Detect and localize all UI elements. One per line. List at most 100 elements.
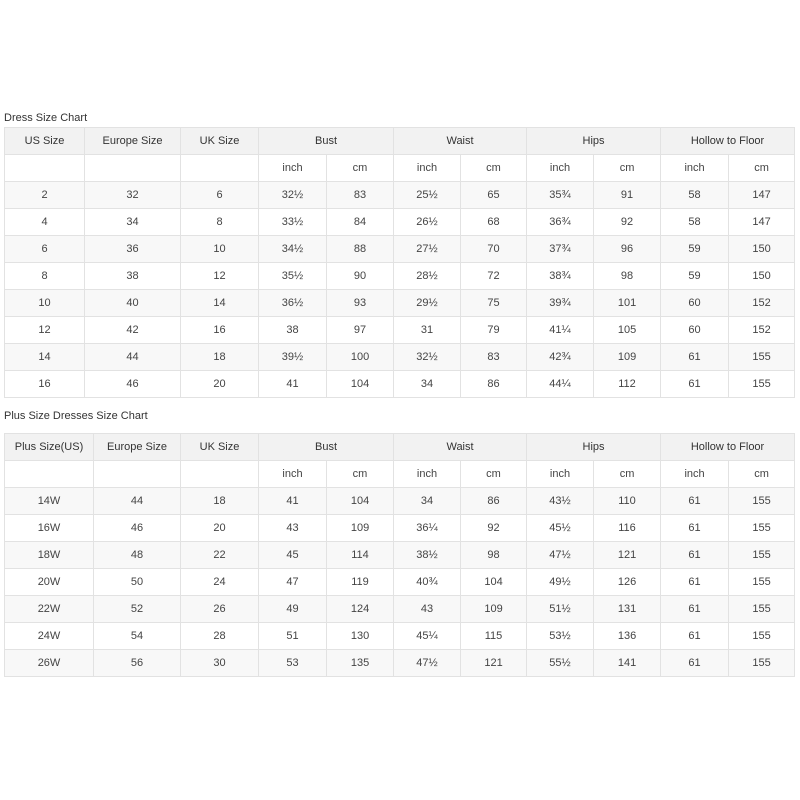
- table-cell: 38¾: [526, 262, 595, 290]
- unit-header: cm: [460, 154, 528, 182]
- table-cell: 14: [4, 343, 85, 371]
- header-row: US Size Europe Size UK Size Bust Waist Hips Ho…: [4, 127, 796, 155]
- table-cell: 109: [325, 514, 395, 542]
- table-cell: 34: [393, 370, 462, 398]
- table-cell: 37¾: [526, 235, 595, 263]
- table-cell: 4: [4, 208, 85, 236]
- table-cell: 20: [180, 370, 259, 398]
- table-row: 26W 56 30 53 135 47½ 121 55½ 141 61 155: [4, 649, 796, 677]
- table-cell: 155: [728, 514, 796, 542]
- table-cell: 26½: [393, 208, 462, 236]
- table-cell: 98: [460, 541, 528, 569]
- table-cell: 61: [660, 541, 730, 569]
- table-cell: 86: [460, 487, 528, 515]
- table-cell: 152: [728, 289, 796, 317]
- dress-size-chart-title: Dress Size Chart: [4, 112, 88, 124]
- table-cell: 12: [180, 262, 259, 290]
- table-cell: 20: [180, 514, 259, 542]
- table-cell: 155: [728, 343, 796, 371]
- table-cell: 155: [728, 487, 796, 515]
- empty-cell: [93, 460, 181, 488]
- table-cell: 61: [660, 649, 730, 677]
- table-cell: 22W: [4, 595, 94, 623]
- table-cell: 51: [258, 622, 327, 650]
- table-cell: 39¾: [526, 289, 595, 317]
- table-cell: 72: [460, 262, 528, 290]
- table-cell: 59: [660, 235, 730, 263]
- table-cell: 26W: [4, 649, 94, 677]
- column-header: Hips: [526, 433, 662, 461]
- table-cell: 61: [660, 514, 730, 542]
- table-cell: 8: [180, 208, 259, 236]
- table-cell: 96: [593, 235, 662, 263]
- table-cell: 24W: [4, 622, 94, 650]
- unit-header: inch: [526, 154, 595, 182]
- unit-header: cm: [325, 460, 395, 488]
- table-cell: 121: [593, 541, 662, 569]
- dress-size-table: US Size Europe Size UK Size Bust Waist Hips Ho…: [4, 127, 796, 398]
- unit-header: cm: [728, 154, 796, 182]
- unit-header: cm: [728, 460, 796, 488]
- table-cell: 36¼: [393, 514, 462, 542]
- unit-header: cm: [325, 154, 395, 182]
- table-cell: 150: [728, 262, 796, 290]
- table-cell: 41: [258, 370, 327, 398]
- table-cell: 70: [460, 235, 528, 263]
- table-row: 2 32 6 32½ 83 25½ 65 35¾ 91 58 147: [4, 181, 796, 209]
- column-header: Waist: [393, 127, 528, 155]
- table-cell: 6: [4, 235, 85, 263]
- table-cell: 105: [593, 316, 662, 344]
- table-cell: 101: [593, 289, 662, 317]
- table-cell: 121: [460, 649, 528, 677]
- table-cell: 46: [84, 370, 181, 398]
- column-header: Europe Size: [84, 127, 181, 155]
- table-cell: 92: [460, 514, 528, 542]
- table-cell: 40¾: [393, 568, 462, 596]
- table-cell: 16W: [4, 514, 94, 542]
- table-cell: 41¼: [526, 316, 595, 344]
- empty-cell: [4, 460, 94, 488]
- table-cell: 28: [180, 622, 259, 650]
- table-cell: 54: [93, 622, 181, 650]
- table-cell: 51½: [526, 595, 595, 623]
- table-cell: 10: [180, 235, 259, 263]
- table-cell: 40: [84, 289, 181, 317]
- table-cell: 33½: [258, 208, 327, 236]
- table-cell: 136: [593, 622, 662, 650]
- table-cell: 116: [593, 514, 662, 542]
- table-cell: 35¾: [526, 181, 595, 209]
- column-header: Europe Size: [93, 433, 181, 461]
- table-cell: 36: [84, 235, 181, 263]
- table-cell: 12: [4, 316, 85, 344]
- table-row: 14 44 18 39½ 100 32½ 83 42¾ 109 61 155: [4, 343, 796, 371]
- table-cell: 36½: [258, 289, 327, 317]
- empty-cell: [4, 154, 85, 182]
- table-cell: 152: [728, 316, 796, 344]
- table-cell: 141: [593, 649, 662, 677]
- table-cell: 14W: [4, 487, 94, 515]
- unit-header: inch: [660, 460, 730, 488]
- table-cell: 44: [93, 487, 181, 515]
- table-cell: 155: [728, 370, 796, 398]
- table-cell: 47½: [393, 649, 462, 677]
- table-cell: 61: [660, 487, 730, 515]
- unit-header: cm: [593, 154, 662, 182]
- empty-cell: [180, 154, 259, 182]
- table-cell: 91: [593, 181, 662, 209]
- column-header: Hollow to Floor: [660, 433, 796, 461]
- table-cell: 8: [4, 262, 85, 290]
- table-cell: 60: [660, 289, 730, 317]
- table-cell: 32½: [393, 343, 462, 371]
- table-cell: 109: [593, 343, 662, 371]
- table-cell: 41: [258, 487, 327, 515]
- table-cell: 45: [258, 541, 327, 569]
- table-cell: 100: [325, 343, 395, 371]
- table-cell: 53½: [526, 622, 595, 650]
- table-cell: 26: [180, 595, 259, 623]
- column-header: Bust: [257, 127, 395, 155]
- table-row: 4 34 8 33½ 84 26½ 68 36¾ 92 58 147: [4, 208, 796, 236]
- table-cell: 86: [460, 370, 528, 398]
- table-cell: 36¾: [526, 208, 595, 236]
- table-cell: 20W: [4, 568, 94, 596]
- table-cell: 42¾: [526, 343, 595, 371]
